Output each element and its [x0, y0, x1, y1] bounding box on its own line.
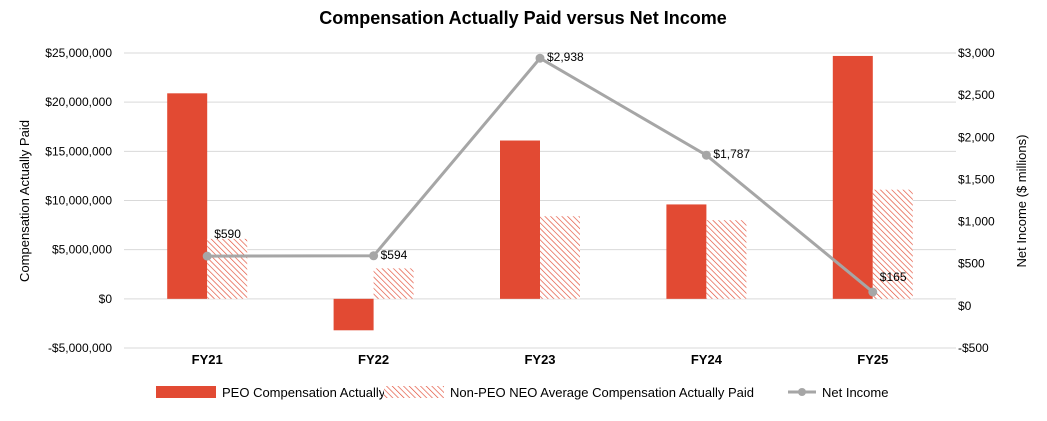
- y-tick-label: $25,000,000: [45, 46, 112, 60]
- bar-non-peo-fy22: [373, 268, 414, 299]
- legend-label-net-income: Net Income: [822, 385, 888, 400]
- net-income-point: [202, 251, 212, 261]
- y-tick-label: $10,000,000: [45, 194, 112, 208]
- y-axis-label: Compensation Actually Paid: [17, 120, 32, 282]
- net-income-data-label: $2,938: [547, 50, 584, 64]
- bar-peo-fy24: [666, 204, 707, 299]
- x-tick-label: FY21: [192, 352, 223, 367]
- legend-label-non-peo: Non-PEO NEO Average Compensation Actuall…: [450, 385, 754, 400]
- net-income-data-label: $594: [381, 248, 408, 262]
- y2-tick-label: $2,500: [958, 88, 995, 102]
- chart-title: Compensation Actually Paid versus Net In…: [319, 8, 726, 28]
- bar-non-peo-fy23: [540, 216, 580, 299]
- y-tick-label: $15,000,000: [45, 144, 112, 158]
- net-income-data-label: $1,787: [713, 147, 750, 161]
- y2-tick-label: $500: [958, 257, 985, 271]
- y-tick-label: $20,000,000: [45, 95, 112, 109]
- net-income-data-label: $165: [880, 270, 907, 284]
- y-tick-label: $0: [99, 292, 113, 306]
- bar-non-peo-fy25: [872, 189, 913, 299]
- right-axis-ticks: -$500 $0 $500 $1,000 $1,500 $2,000 $2,500 $3,00…: [958, 46, 995, 355]
- y-tick-label: -$5,000,000: [48, 341, 112, 355]
- legend-swatch-non-peo: [384, 386, 444, 398]
- x-tick-label: FY22: [358, 352, 389, 367]
- y2-tick-label: $1,000: [958, 215, 995, 229]
- x-tick-label: FY25: [857, 352, 888, 367]
- y2-tick-label: $0: [958, 299, 972, 313]
- net-income-point: [701, 150, 711, 160]
- legend-label-peo: PEO Compensation Actually Paid: [222, 385, 415, 400]
- bar-peo-fy23: [500, 140, 540, 299]
- y2-tick-label: $1,500: [958, 172, 995, 186]
- net-income-data-label: $590: [214, 227, 241, 241]
- net-income-line-series: $590 $594 $2,938 $1,787 $165: [202, 50, 907, 297]
- bar-non-peo-fy24: [706, 220, 747, 299]
- bar-non-peo-fy21: [207, 238, 248, 299]
- y2-tick-label: $3,000: [958, 46, 995, 60]
- bar-peo-fy25: [832, 55, 873, 299]
- y-tick-label: $5,000,000: [52, 243, 112, 257]
- legend-swatch-peo: [156, 386, 216, 398]
- net-income-point: [535, 53, 545, 63]
- x-tick-label: FY23: [524, 352, 555, 367]
- bar-peo-fy21: [167, 93, 208, 299]
- bar-peo-fy22: [333, 298, 374, 331]
- legend-marker-net-income: [798, 388, 806, 396]
- left-axis-ticks: -$5,000,000 $0 $5,000,000 $10,000,000 $15,00…: [45, 46, 112, 355]
- x-axis-ticks: FY21 FY22 FY23 FY24 FY25: [192, 352, 889, 367]
- x-tick-label: FY24: [691, 352, 723, 367]
- y2-tick-label: -$500: [958, 341, 989, 355]
- legend: PEO Compensation Actually Paid Non-PEO N…: [156, 385, 888, 400]
- net-income-point: [369, 251, 379, 261]
- net-income-point: [868, 287, 878, 297]
- bar-series: [167, 55, 913, 331]
- y2-tick-label: $2,000: [958, 130, 995, 144]
- y2-axis-label: Net Income ($ millions): [1014, 135, 1029, 268]
